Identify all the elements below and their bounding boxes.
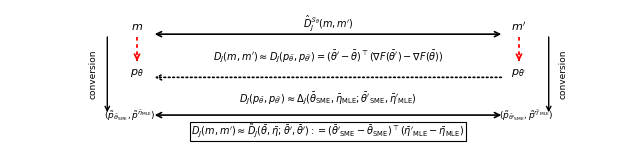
Text: conversion: conversion — [558, 50, 567, 99]
Text: $(\tilde{p}_{\bar{\theta}'_{\mathrm{SME}}},\tilde{p}^{\bar{\eta}'_{\mathrm{MLE}}: $(\tilde{p}_{\bar{\theta}'_{\mathrm{SME}… — [499, 108, 554, 123]
Text: $D_J(m,m') \approx \tilde{D}_J(\bar{\theta},\bar{\eta};\bar{\theta}',\bar{\theta: $D_J(m,m') \approx \tilde{D}_J(\bar{\the… — [191, 123, 465, 140]
Text: $D_J(m,m') \approx D_J(p_{\bar{\theta}},p_{\bar{\theta}'}) = (\bar{\theta}' - \b: $D_J(m,m') \approx D_J(p_{\bar{\theta}},… — [212, 49, 444, 66]
Text: $p_{\bar{\theta}'}$: $p_{\bar{\theta}'}$ — [511, 67, 527, 79]
Text: $p_{\bar{\theta}}$: $p_{\bar{\theta}}$ — [130, 67, 144, 79]
Text: $m'$: $m'$ — [511, 20, 527, 33]
Text: $D_J(p_{\bar{\theta}},p_{\bar{\theta}'}) \approx \Delta_J(\bar{\theta}_{\mathrm{: $D_J(p_{\bar{\theta}},p_{\bar{\theta}'})… — [239, 90, 417, 107]
Text: conversion: conversion — [89, 50, 98, 99]
Text: $m$: $m$ — [131, 22, 143, 32]
Text: $\hat{D}_J^{\mathcal{S}_\theta}(m, m')$: $\hat{D}_J^{\mathcal{S}_\theta}(m, m')$ — [303, 13, 353, 33]
Text: $(\tilde{p}_{\bar{\theta}_{\mathrm{SME}}},\tilde{p}^{\bar{\eta}_{\mathrm{MLE}}}): $(\tilde{p}_{\bar{\theta}_{\mathrm{SME}}… — [104, 108, 156, 122]
